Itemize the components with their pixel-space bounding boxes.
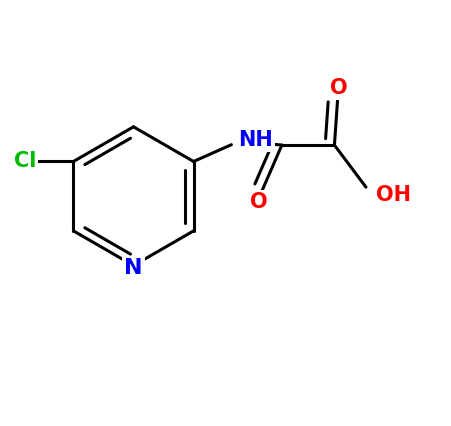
Text: O: O <box>250 192 267 212</box>
Text: Cl: Cl <box>14 152 36 172</box>
Text: OH: OH <box>376 185 410 205</box>
Text: O: O <box>329 78 347 98</box>
Text: N: N <box>124 258 143 278</box>
Text: NH: NH <box>238 130 273 150</box>
